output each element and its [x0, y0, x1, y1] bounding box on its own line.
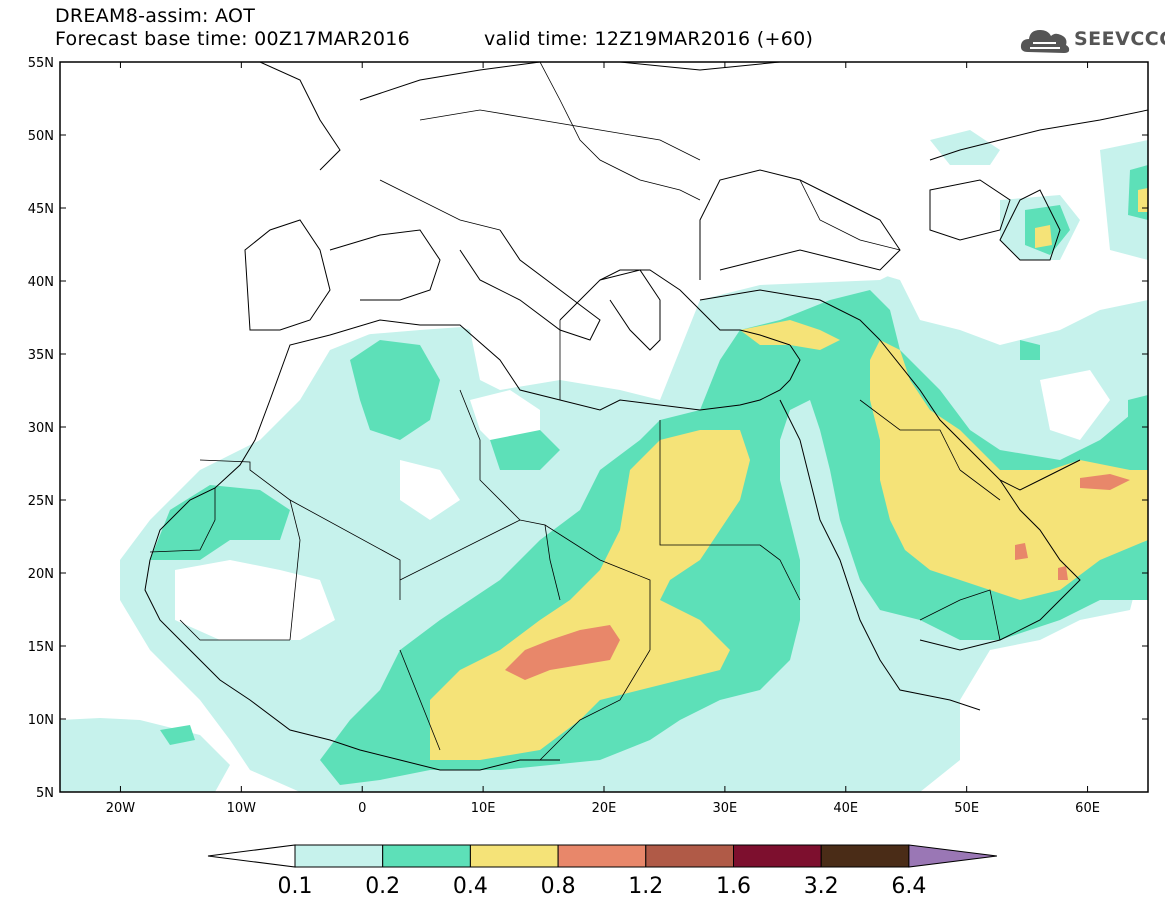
- map-title: DREAM8-assim: AOT: [55, 5, 256, 27]
- colorbar-cell-1.6: [733, 844, 822, 868]
- lon-label-0: 0: [358, 801, 366, 816]
- lat-label-55N: 55N: [28, 56, 54, 71]
- coastlines: [144, 62, 1148, 771]
- colorbar-label-0.4: 0.4: [453, 874, 488, 899]
- logo-text: SEEVCCC: [1074, 28, 1165, 50]
- lon-label-10E: 10E: [471, 801, 496, 816]
- lat-label-10N: 10N: [28, 713, 54, 728]
- colorbar-label-0.2: 0.2: [365, 874, 400, 899]
- colorbar-label-1.6: 1.6: [716, 874, 751, 899]
- lon-label-20W: 20W: [106, 801, 136, 816]
- colorbar-cell-0.4: [469, 844, 559, 868]
- longitude-labels: 20W 10W 0 10E 20E 30E 40E 50E 60E: [106, 801, 1100, 816]
- colorbar-cell-0.1: [294, 844, 384, 868]
- valid-time: valid time: 12Z19MAR2016 (+60): [484, 28, 814, 50]
- country-borders: [149, 62, 1001, 761]
- aot-level-0.8: [505, 474, 1130, 680]
- lat-label-45N: 45N: [28, 202, 54, 217]
- colorbar-cell-0.8: [557, 844, 647, 868]
- cloud-icon: [1020, 30, 1070, 53]
- colorbar-label-3.2: 3.2: [804, 874, 839, 899]
- lat-label-40N: 40N: [28, 275, 54, 290]
- colorbar-label-6.4: 6.4: [891, 874, 926, 899]
- colorbar-high-triangle: [908, 844, 997, 868]
- lat-label-15N: 15N: [28, 640, 54, 655]
- lat-label-35N: 35N: [28, 348, 54, 363]
- lat-label-25N: 25N: [28, 494, 54, 509]
- forecast-base-time: Forecast base time: 00Z17MAR2016: [55, 28, 411, 50]
- colorbar-label-0.8: 0.8: [541, 874, 576, 899]
- aot-level-0.4: [430, 188, 1148, 760]
- colorbar-label-1.2: 1.2: [628, 874, 663, 899]
- lon-label-40E: 40E: [833, 801, 858, 816]
- latitude-labels: 55N 50N 45N 40N 35N 30N 25N 20N 15N 10N 5N: [28, 56, 54, 801]
- lat-label-30N: 30N: [28, 421, 54, 436]
- seevccc-logo: SEEVCCC: [1018, 22, 1165, 58]
- colorbar-cell-3.2: [820, 844, 910, 868]
- colorbar-cell-1.2: [645, 844, 734, 868]
- lon-label-30E: 30E: [713, 801, 738, 816]
- axis-ticks: [60, 61, 1148, 793]
- lat-label-50N: 50N: [28, 129, 54, 144]
- colorbar-label-0.1: 0.1: [278, 874, 313, 899]
- lon-label-10W: 10W: [227, 801, 257, 816]
- lon-label-60E: 60E: [1075, 801, 1100, 816]
- aot-field: [60, 130, 1148, 792]
- colorbar-cell-0.2: [382, 844, 471, 868]
- lat-label-20N: 20N: [28, 567, 54, 582]
- colorbar-low-triangle: [207, 844, 296, 868]
- lat-label-5N: 5N: [36, 786, 54, 801]
- lon-label-50E: 50E: [954, 801, 979, 816]
- lon-label-20E: 20E: [592, 801, 617, 816]
